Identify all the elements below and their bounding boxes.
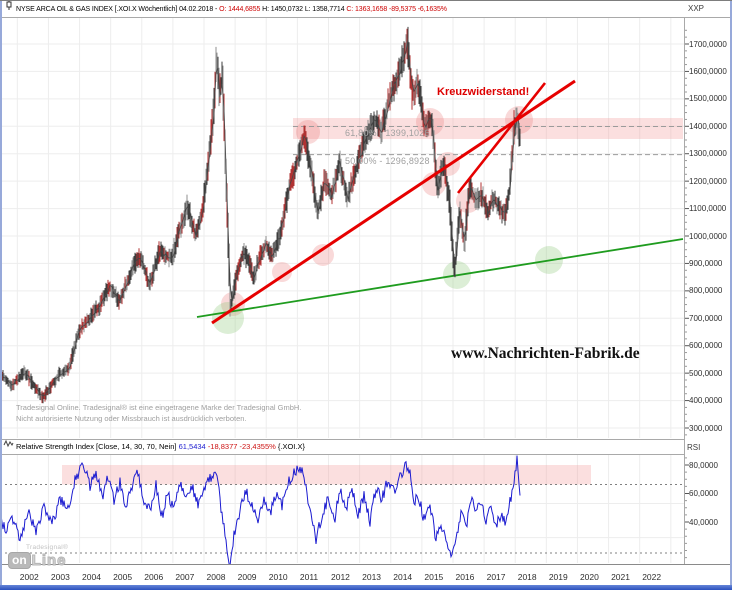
year-tick-label: 2002 bbox=[19, 572, 39, 582]
year-tick-label: 2020 bbox=[579, 572, 599, 582]
year-tick-label: 2004 bbox=[82, 572, 101, 582]
price-tick-label: 700,0000 bbox=[689, 313, 723, 323]
year-tick-label: 2018 bbox=[517, 572, 537, 582]
watermark-text: www.Nachrichten-Fabrik.de bbox=[451, 345, 640, 362]
price-tick-label: 1000,0000 bbox=[689, 231, 727, 241]
text-segment: H: 1450,0732 L: 1358,7714 bbox=[262, 5, 347, 13]
rsi-title-text: Relative Strength Index [Close, 14, 30, … bbox=[16, 442, 305, 451]
rsi-axis-header: RSI bbox=[687, 443, 701, 452]
price-tick-label: 1100,0000 bbox=[689, 204, 727, 214]
price-tick-label: 1700,0000 bbox=[689, 39, 727, 49]
year-tick-label: 2006 bbox=[144, 572, 164, 582]
year-tick-label: 2007 bbox=[175, 572, 195, 582]
price-axis-header: XXP bbox=[688, 4, 705, 13]
price-tick-label: 500,0000 bbox=[689, 368, 723, 378]
year-tick-label: 2011 bbox=[299, 572, 319, 582]
rsi-tick-label: 80,0000 bbox=[689, 460, 718, 470]
text-segment: -18,8377 -23,4355% bbox=[207, 442, 278, 451]
main-chart-titlebar: NYSE ARCA OIL & GAS INDEX [.XOI.X Wöchen… bbox=[0, 1, 732, 18]
tradesignal-logo-text: Tradesignal® bbox=[26, 544, 69, 551]
kreuzwiderstand-annotation[interactable]: Kreuzwiderstand! bbox=[437, 86, 530, 98]
price-tick-label: 1400,0000 bbox=[689, 121, 727, 131]
rsi-tick-label: 40,0000 bbox=[689, 517, 718, 527]
main-title-text: NYSE ARCA OIL & GAS INDEX [.XOI.X Wöchen… bbox=[16, 6, 447, 13]
price-tick-label: 1300,0000 bbox=[689, 149, 727, 159]
year-tick-label: 2013 bbox=[362, 572, 382, 582]
disclaimer-text: Tradesignal Online. Tradesignal® ist ein… bbox=[16, 403, 301, 424]
year-tick-label: 2010 bbox=[268, 572, 288, 582]
disclaimer-line-1: Tradesignal Online. Tradesignal® ist ein… bbox=[16, 403, 302, 412]
year-tick-label: 2008 bbox=[206, 572, 226, 582]
year-tick-label: 2005 bbox=[113, 572, 133, 582]
text-segment: NYSE ARCA OIL & GAS INDEX [.XOI.X Wöchen… bbox=[16, 5, 220, 13]
indicator-curve-icon bbox=[3, 439, 14, 453]
fibonacci-level-label: 50,00% - 1296,8928 bbox=[345, 156, 430, 167]
year-tick-label: 2003 bbox=[50, 572, 70, 582]
year-tick-label: 2017 bbox=[486, 572, 506, 582]
window-border-bottom bbox=[0, 585, 732, 590]
text-segment: {.XOI.X} bbox=[277, 442, 305, 451]
logo-line-text: Line bbox=[31, 551, 67, 569]
window-border-right bbox=[730, 1, 732, 590]
disclaimer-line-2: Nicht autorisierte Nutzung oder Missbrau… bbox=[16, 413, 247, 423]
price-tick-label: 900,0000 bbox=[689, 258, 723, 268]
price-tick-label: 400,0000 bbox=[689, 396, 723, 406]
tradesignal-logo: Tradesignal® on Line bbox=[8, 544, 68, 569]
year-tick-label: 2016 bbox=[455, 572, 475, 582]
rsi-tick-label: 60,0000 bbox=[689, 489, 718, 498]
year-tick-label: 2014 bbox=[393, 572, 413, 582]
year-tick-label: 2019 bbox=[548, 572, 568, 582]
fibonacci-level-label: 61,80% - 1399,1026 bbox=[345, 128, 430, 139]
year-tick-label: 2009 bbox=[237, 572, 257, 582]
rsi-indicator-titlebar: Relative Strength Index [Close, 14, 30, … bbox=[0, 439, 684, 455]
text-segment: C: 1363,1658 -89,5375 -6,1635% bbox=[346, 5, 447, 13]
price-tick-label: 300,0000 bbox=[689, 423, 723, 433]
text-segment: 61,5434 bbox=[178, 442, 208, 451]
price-tick-label: 800,0000 bbox=[689, 286, 723, 296]
price-tick-label: 1500,0000 bbox=[689, 94, 727, 104]
price-tick-label: 1600,0000 bbox=[689, 66, 727, 76]
price-tick-label: 600,0000 bbox=[689, 341, 723, 351]
year-tick-label: 2021 bbox=[611, 572, 630, 582]
logo-on-badge: on bbox=[8, 551, 31, 569]
year-tick-label: 2012 bbox=[331, 572, 350, 582]
text-segment: O: 1444,6855 bbox=[219, 5, 263, 13]
price-tick-label: 1200,0000 bbox=[689, 176, 727, 186]
text-segment: Relative Strength Index [Close, 14, 30, … bbox=[16, 442, 179, 451]
year-tick-label: 2022 bbox=[642, 572, 662, 582]
candlestick-icon bbox=[5, 1, 13, 17]
window-border-left bbox=[0, 1, 2, 590]
year-tick-label: 2015 bbox=[424, 572, 444, 582]
